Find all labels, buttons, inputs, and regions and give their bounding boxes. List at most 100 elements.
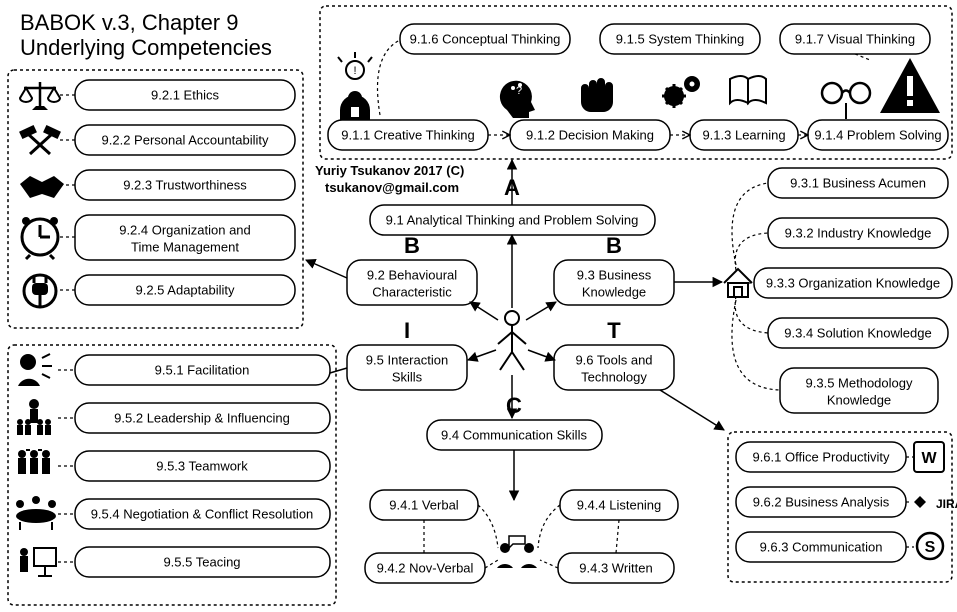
svg-text:!: ! <box>353 65 356 77</box>
label-932: 9.3.2 Industry Knowledge <box>785 225 932 240</box>
team-icon <box>18 450 50 474</box>
node-916: 9.1.6 Conceptual Thinking <box>400 24 570 54</box>
handshake-icon <box>20 176 64 198</box>
node-921: 9.2.1 Ethics <box>75 80 295 110</box>
title-line2: Underlying Competencies <box>20 35 272 60</box>
node-94: 9.4 Communication Skills <box>427 420 602 450</box>
speaking-icon <box>18 354 52 386</box>
node-914: 9.1.4 Problem Solving <box>808 120 948 150</box>
label-94: 9.4 Communication Skills <box>441 427 587 442</box>
glasses-icon <box>822 83 870 119</box>
label-931: 9.3.1 Business Acumen <box>790 175 926 190</box>
label-935a: 9.3.5 Methodology <box>806 375 913 390</box>
plug-icon <box>24 275 56 307</box>
thinking-head-icon: ? <box>500 81 535 118</box>
skype-icon: S <box>917 533 943 559</box>
label-922: 9.2.2 Personal Accountability <box>102 132 269 147</box>
leader-group-icon <box>17 399 51 435</box>
letter-c: C <box>506 393 522 418</box>
svg-text:?: ? <box>516 85 522 97</box>
node-911: 9.1.1 Creative Thinking <box>328 120 488 150</box>
label-941: 9.4.1 Verbal <box>389 497 458 512</box>
letter-b2: B <box>606 233 622 258</box>
node-912: 9.1.2 Decision Making <box>510 120 670 150</box>
label-935b: Knowledge <box>827 392 891 407</box>
conversation-icon <box>497 536 537 568</box>
label-96a: 9.6 Tools and <box>575 352 652 367</box>
node-923: 9.2.3 Trustworthiness <box>75 170 295 200</box>
label-92a: 9.2 Behavioural <box>367 267 457 282</box>
label-961: 9.6.1 Office Productivity <box>752 449 890 464</box>
word-icon: W <box>914 442 944 472</box>
node-954: 9.5.4 Negotiation & Conflict Resolution <box>75 499 330 529</box>
label-925: 9.2.5 Adaptability <box>135 282 235 297</box>
node-931: 9.3.1 Business Acumen <box>768 168 948 198</box>
label-924a: 9.2.4 Organization and <box>119 222 251 237</box>
label-96b: Technology <box>581 369 647 384</box>
letter-i: I <box>404 318 410 343</box>
label-955: 9.5.5 Teacing <box>163 554 240 569</box>
node-955: 9.5.5 Teacing <box>75 547 330 577</box>
letter-b1: B <box>404 233 420 258</box>
label-917: 9.1.7 Visual Thinking <box>795 31 915 46</box>
node-924: 9.2.4 Organization and Time Management <box>75 215 295 260</box>
node-934: 9.3.4 Solution Knowledge <box>768 318 948 348</box>
label-95a: 9.5 Interaction <box>366 352 448 367</box>
presentation-icon <box>20 548 56 576</box>
fist-icon <box>581 78 613 112</box>
title-line1: BABOK v.3, Chapter 9 <box>20 10 238 35</box>
label-912: 9.1.2 Decision Making <box>526 127 654 142</box>
label-944: 9.4.4 Listening <box>577 497 662 512</box>
credit-line2: tsukanov@gmail.com <box>325 180 459 195</box>
label-914: 9.1.4 Problem Solving <box>814 127 941 142</box>
gears-icon <box>662 76 700 108</box>
label-951: 9.5.1 Facilitation <box>155 362 250 377</box>
node-952: 9.5.2 Leadership & Influencing <box>75 403 330 433</box>
warning-triangle-icon <box>880 58 940 113</box>
node-961: 9.6.1 Office Productivity <box>736 442 906 472</box>
label-942: 9.4.2 Nov-Verbal <box>377 560 474 575</box>
meeting-table-icon <box>16 496 56 530</box>
label-916: 9.1.6 Conceptual Thinking <box>410 31 561 46</box>
node-93: 9.3 Business Knowledge <box>554 260 674 305</box>
label-93b: Knowledge <box>582 284 646 299</box>
label-911: 9.1.1 Creative Thinking <box>341 127 474 142</box>
node-917: 9.1.7 Visual Thinking <box>780 24 930 54</box>
node-95: 9.5 Interaction Skills <box>347 345 467 390</box>
node-925: 9.2.5 Adaptability <box>75 275 295 305</box>
node-944: 9.4.4 Listening <box>560 490 678 520</box>
label-933: 9.3.3 Organization Knowledge <box>766 275 940 290</box>
node-933: 9.3.3 Organization Knowledge <box>754 268 952 298</box>
node-943: 9.4.3 Written <box>558 553 674 583</box>
label-952: 9.5.2 Leadership & Influencing <box>114 410 290 425</box>
label-95b: Skills <box>392 369 423 384</box>
node-962: 9.6.2 Business Analysis <box>736 487 906 517</box>
node-913: 9.1.3 Learning <box>690 120 798 150</box>
label-934: 9.3.4 Solution Knowledge <box>784 325 931 340</box>
node-915: 9.1.5 System Thinking <box>600 24 760 54</box>
book-icon <box>730 76 766 103</box>
jira-text: JIRA <box>936 497 957 511</box>
credit-line1: Yuriy Tsukanov 2017 (C) <box>315 163 464 178</box>
label-924b: Time Management <box>131 239 239 254</box>
node-96: 9.6 Tools and Technology <box>554 345 674 390</box>
label-921: 9.2.1 Ethics <box>151 87 219 102</box>
jira-icon: JIRA <box>914 496 957 511</box>
clock-icon <box>22 217 58 259</box>
svg-text:S: S <box>925 539 936 556</box>
hammers-icon <box>19 125 61 154</box>
node-953: 9.5.3 Teamwork <box>75 451 330 481</box>
label-92b: Characteristic <box>372 284 452 299</box>
label-91: 9.1 Analytical Thinking and Problem Solv… <box>386 212 639 227</box>
label-943: 9.4.3 Written <box>579 560 652 575</box>
label-954: 9.5.4 Negotiation & Conflict Resolution <box>91 506 314 521</box>
node-91: 9.1 Analytical Thinking and Problem Solv… <box>370 205 655 235</box>
node-963: 9.6.3 Communication <box>736 532 906 562</box>
label-913: 9.1.3 Learning <box>702 127 785 142</box>
scales-icon <box>20 82 60 110</box>
node-932: 9.3.2 Industry Knowledge <box>768 218 948 248</box>
label-915: 9.1.5 System Thinking <box>616 31 744 46</box>
node-941: 9.4.1 Verbal <box>370 490 478 520</box>
label-962: 9.6.2 Business Analysis <box>753 494 890 509</box>
node-922: 9.2.2 Personal Accountability <box>75 125 295 155</box>
